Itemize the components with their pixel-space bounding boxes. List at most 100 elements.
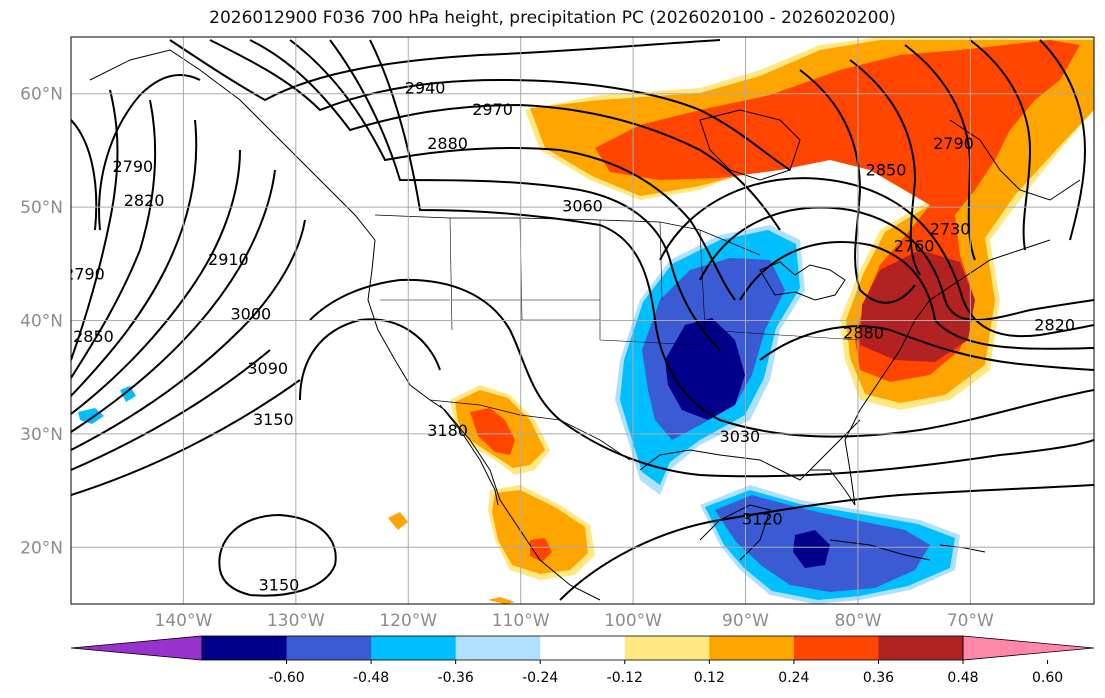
contour-label: 3120 bbox=[742, 510, 783, 529]
lat-tick-label: 20°N bbox=[20, 538, 63, 558]
colorbar-label: 0.48 bbox=[947, 670, 978, 686]
contour-label: 3030 bbox=[720, 427, 761, 446]
contour-label: 2790 bbox=[112, 157, 153, 176]
contour-label: 3150 bbox=[253, 410, 294, 429]
contour-label: 2820 bbox=[124, 191, 165, 210]
contour-line bbox=[71, 219, 306, 451]
coastline-florida bbox=[810, 409, 861, 506]
colorbar-swatch bbox=[878, 636, 964, 660]
map-plot-area: 2880 2940 2970 2790 2820 2910 3000 3090 3150 2790… bbox=[64, 37, 1094, 604]
colorbar-label: -0.60 bbox=[268, 670, 304, 686]
colorbar-swatch bbox=[624, 636, 710, 660]
contour-line bbox=[71, 349, 271, 471]
contour-label: 2820 bbox=[1034, 316, 1075, 335]
colorbar-swatch bbox=[709, 636, 795, 660]
colorbar-swatch bbox=[202, 636, 288, 660]
contour-line bbox=[71, 379, 301, 496]
contour-label: 2760 bbox=[894, 236, 935, 255]
precip-negative-pacific2 bbox=[120, 386, 136, 402]
precip-positive-mexico-red bbox=[530, 538, 552, 562]
contour-line bbox=[309, 278, 1094, 478]
great-lakes bbox=[759, 261, 846, 301]
lat-tick-label: 40°N bbox=[20, 312, 63, 332]
contour-line bbox=[71, 89, 119, 361]
precip-negative-central-dark bbox=[665, 318, 745, 420]
contour-line bbox=[699, 206, 1094, 321]
colorbar-label: 0.60 bbox=[1032, 670, 1063, 686]
lon-tick-label: 140°W bbox=[155, 611, 213, 631]
coastline-gulf bbox=[639, 419, 861, 481]
contour-label: 3180 bbox=[427, 421, 468, 440]
lon-tick-label: 100°W bbox=[604, 611, 662, 631]
lon-tick-label: 90°W bbox=[722, 611, 769, 631]
plot-frame bbox=[70, 36, 1095, 605]
colorbar-swatch bbox=[286, 636, 372, 660]
precip-positive-small1 bbox=[388, 512, 408, 530]
coastline-labrador bbox=[949, 119, 1081, 201]
contour-label: 3000 bbox=[231, 304, 272, 323]
contour-line bbox=[71, 149, 241, 415]
colorbar-label: -0.12 bbox=[607, 670, 643, 686]
colorbar-extend-high bbox=[962, 635, 1095, 661]
contour-line bbox=[299, 318, 441, 401]
precip-positive-sw-red bbox=[470, 408, 515, 455]
contour-label: 2850 bbox=[73, 327, 114, 346]
contour-line bbox=[289, 39, 736, 301]
contour-label: 3150 bbox=[259, 575, 300, 594]
contour-label: 2850 bbox=[866, 160, 907, 179]
colorbar-swatch bbox=[455, 636, 541, 660]
colorbar-frame bbox=[201, 635, 964, 661]
lat-tick-label: 60°N bbox=[20, 85, 63, 105]
border-us-mexico bbox=[429, 399, 631, 461]
contour-label: 2940 bbox=[405, 79, 446, 98]
precip-negative-pacific1 bbox=[78, 408, 104, 424]
contour-line bbox=[71, 119, 98, 231]
colorbar-label: 0.36 bbox=[863, 670, 894, 686]
precip-shading bbox=[78, 37, 1094, 604]
contour-line bbox=[71, 99, 157, 379]
contour-line bbox=[218, 513, 337, 597]
colorbar-label: -0.24 bbox=[522, 670, 558, 686]
lon-tick-label: 70°W bbox=[947, 611, 994, 631]
contour-line bbox=[71, 119, 198, 397]
coastline-cuba bbox=[829, 539, 931, 561]
colorbar: -0.60 -0.48 -0.36 -0.24 -0.12 0.12 0.24 0.36 0.4… bbox=[70, 635, 1095, 686]
lon-tick-label: 130°W bbox=[267, 611, 325, 631]
contour-line bbox=[169, 39, 721, 102]
coastline-west bbox=[367, 239, 601, 601]
longitude-ticks: 140°W 130°W 120°W 110°W 100°W 90°W 80°W 70°W bbox=[155, 611, 994, 631]
contour-line bbox=[739, 241, 1094, 350]
contour-line bbox=[98, 74, 201, 231]
colorbar-label: 0.24 bbox=[778, 670, 809, 686]
contour-label: 2880 bbox=[427, 134, 468, 153]
contour-line bbox=[1039, 39, 1087, 241]
latitude-ticks: 60°N 50°N 40°N 30°N 20°N bbox=[20, 85, 63, 559]
map-title: 2026012900 F036 700 hPa height, precipit… bbox=[209, 8, 896, 28]
grid-lines bbox=[71, 37, 1094, 604]
contour-label: 2880 bbox=[843, 324, 884, 343]
colorbar-label: -0.36 bbox=[438, 670, 474, 686]
colorbar-label: -0.48 bbox=[353, 670, 389, 686]
colorbar-extend-low bbox=[70, 635, 203, 661]
contour-line bbox=[659, 177, 1094, 338]
contour-line bbox=[799, 69, 916, 304]
precip-negative-carib-dark bbox=[793, 530, 830, 568]
contour-label: 2970 bbox=[472, 100, 513, 119]
coastline-hispaniola bbox=[939, 544, 986, 553]
contour-line bbox=[849, 59, 921, 276]
contour-line bbox=[329, 39, 721, 351]
coastline-alaska bbox=[89, 49, 376, 241]
colorbar-swatch bbox=[793, 636, 879, 660]
precip-positive-mexico-orange bbox=[492, 490, 588, 574]
contour-labels: 2880 2940 2970 2790 2820 2910 3000 3090 3150 2790… bbox=[64, 79, 1075, 595]
contour-label: 2790 bbox=[64, 265, 105, 284]
geographic-outlines bbox=[89, 49, 1081, 601]
coastline-yucatan bbox=[699, 504, 771, 561]
colorbar-swatch bbox=[540, 636, 626, 660]
lat-tick-label: 50°N bbox=[20, 198, 63, 218]
coastline-baja bbox=[439, 404, 499, 506]
contour-line bbox=[71, 169, 276, 433]
lon-tick-label: 80°W bbox=[834, 611, 881, 631]
contour-line bbox=[759, 325, 1094, 371]
